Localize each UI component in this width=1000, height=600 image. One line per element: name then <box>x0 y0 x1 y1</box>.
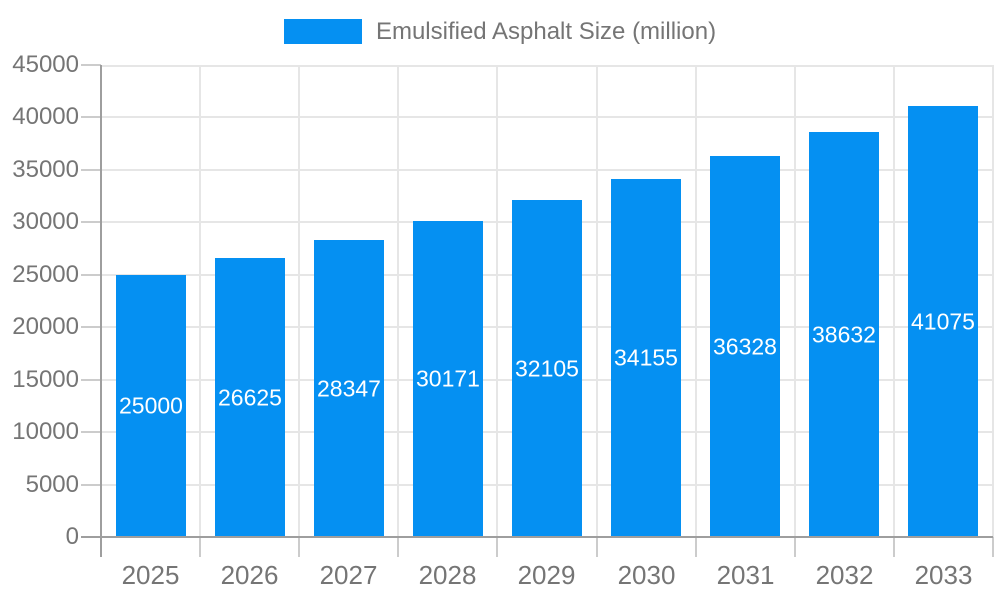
bar-value-label: 25000 <box>119 392 183 419</box>
y-axis-tick <box>81 326 101 328</box>
bar: 41075 <box>908 106 978 537</box>
legend: Emulsified Asphalt Size (million) <box>0 17 1000 45</box>
x-axis-tick <box>695 537 697 557</box>
y-axis-label: 0 <box>65 523 79 550</box>
gridline-vertical <box>596 65 598 537</box>
gridline-vertical <box>199 65 201 537</box>
bar: 26625 <box>215 258 285 537</box>
bar: 36328 <box>710 156 780 537</box>
x-axis-tick <box>397 537 399 557</box>
y-axis-label: 15000 <box>12 366 79 393</box>
x-axis-tick <box>199 537 201 557</box>
x-axis-label: 2033 <box>914 560 973 590</box>
bar-value-label: 41075 <box>911 308 975 334</box>
gridline-horizontal <box>101 65 993 67</box>
x-axis-label: 2026 <box>220 560 279 590</box>
y-axis-tick <box>81 274 101 276</box>
x-axis-label: 2032 <box>815 560 874 590</box>
y-axis-tick <box>81 431 101 433</box>
bar: 34155 <box>611 179 681 537</box>
x-axis-tick <box>794 537 796 557</box>
gridline-vertical <box>496 65 498 537</box>
gridline-vertical <box>893 65 895 537</box>
x-axis-tick <box>893 537 895 557</box>
bar: 38632 <box>809 132 879 537</box>
bar-value-label: 26625 <box>218 384 282 410</box>
y-axis-label: 40000 <box>12 103 79 130</box>
x-axis-label: 2027 <box>319 560 378 590</box>
legend-label: Emulsified Asphalt Size (million) <box>375 17 717 45</box>
x-axis-label: 2029 <box>517 560 576 590</box>
y-axis-tick <box>81 379 101 381</box>
x-axis-tick <box>596 537 598 557</box>
y-axis-label: 25000 <box>12 261 79 288</box>
y-axis-tick <box>81 169 101 171</box>
y-axis-tick <box>81 221 101 223</box>
bar: 28347 <box>314 240 384 537</box>
bar-value-label: 34155 <box>614 344 678 371</box>
x-axis-label: 2031 <box>716 560 775 590</box>
y-axis-label: 5000 <box>25 471 79 498</box>
x-axis-tick <box>496 537 498 557</box>
gridline-horizontal <box>101 116 993 118</box>
x-axis-label: 2028 <box>418 560 477 590</box>
bar: 32105 <box>512 200 582 537</box>
x-axis-tick <box>992 537 994 557</box>
y-axis-label: 30000 <box>12 208 79 235</box>
x-axis-label: 2025 <box>121 560 180 590</box>
bar: 30171 <box>413 221 483 537</box>
legend-swatch <box>283 19 362 44</box>
bar-value-label: 30171 <box>416 365 480 392</box>
x-axis-line <box>81 536 993 538</box>
x-axis-tick <box>298 537 300 557</box>
y-axis-tick <box>81 116 101 118</box>
y-axis-label: 45000 <box>12 51 79 78</box>
bar: 25000 <box>116 275 186 537</box>
gridline-horizontal <box>101 169 993 171</box>
gridline-vertical <box>397 65 399 537</box>
gridline-vertical <box>298 65 300 537</box>
y-axis-label: 20000 <box>12 313 79 340</box>
plot-area: 0 5000 10000 15000 20000 25000 30000 35000 40000… <box>12 53 994 588</box>
gridline-vertical <box>794 65 796 537</box>
y-axis-tick <box>81 64 101 66</box>
gridline-vertical <box>992 65 994 537</box>
y-axis-label: 35000 <box>12 156 79 183</box>
bar-value-label: 36328 <box>713 333 777 359</box>
bar-value-label: 32105 <box>515 355 579 381</box>
bar-value-label: 28347 <box>317 375 381 401</box>
bar-value-label: 38632 <box>812 321 876 347</box>
gridline-vertical <box>695 65 697 537</box>
y-axis-tick <box>81 484 101 486</box>
y-axis-line <box>100 65 102 557</box>
x-axis-label: 2030 <box>617 560 676 590</box>
y-axis-label: 10000 <box>12 418 79 445</box>
